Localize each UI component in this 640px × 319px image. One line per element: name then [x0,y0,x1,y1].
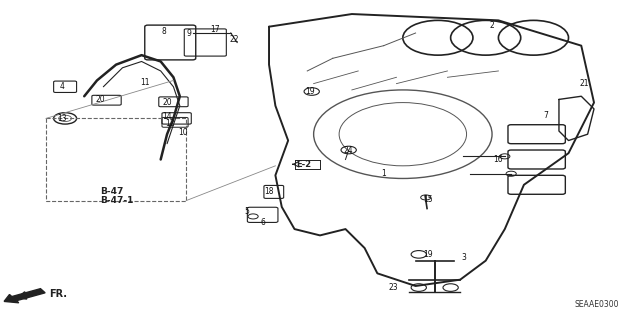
Text: 23: 23 [388,283,398,292]
Text: SEAAE0300: SEAAE0300 [575,300,620,309]
Text: 12: 12 [166,119,175,128]
Text: 14: 14 [163,112,172,121]
Text: 8: 8 [161,27,166,36]
Text: 24: 24 [344,145,353,154]
Text: E-2: E-2 [296,160,311,169]
Text: 22: 22 [229,35,239,44]
Text: 21: 21 [580,79,589,88]
Text: 19: 19 [424,250,433,259]
Text: 15: 15 [424,195,433,204]
Text: 4: 4 [60,82,65,91]
Text: 16: 16 [493,155,503,164]
Text: 2: 2 [490,21,495,30]
Text: 5: 5 [244,207,249,216]
Text: 13: 13 [57,114,67,123]
Text: 1: 1 [381,169,386,178]
Text: 17: 17 [210,25,220,34]
Text: 18: 18 [264,187,274,196]
Text: 7: 7 [544,111,548,120]
Text: 20: 20 [95,95,105,104]
Text: 20: 20 [163,98,172,107]
Text: 19: 19 [306,87,316,96]
Text: B-47: B-47 [100,187,124,196]
Text: 6: 6 [260,218,265,227]
FancyArrow shape [4,289,45,303]
Text: B-47-1: B-47-1 [100,196,134,205]
Text: 10: 10 [178,128,188,137]
Text: 11: 11 [140,78,150,86]
Text: FR.: FR. [49,289,67,299]
Text: 3: 3 [461,253,466,262]
Text: 9: 9 [187,28,192,38]
